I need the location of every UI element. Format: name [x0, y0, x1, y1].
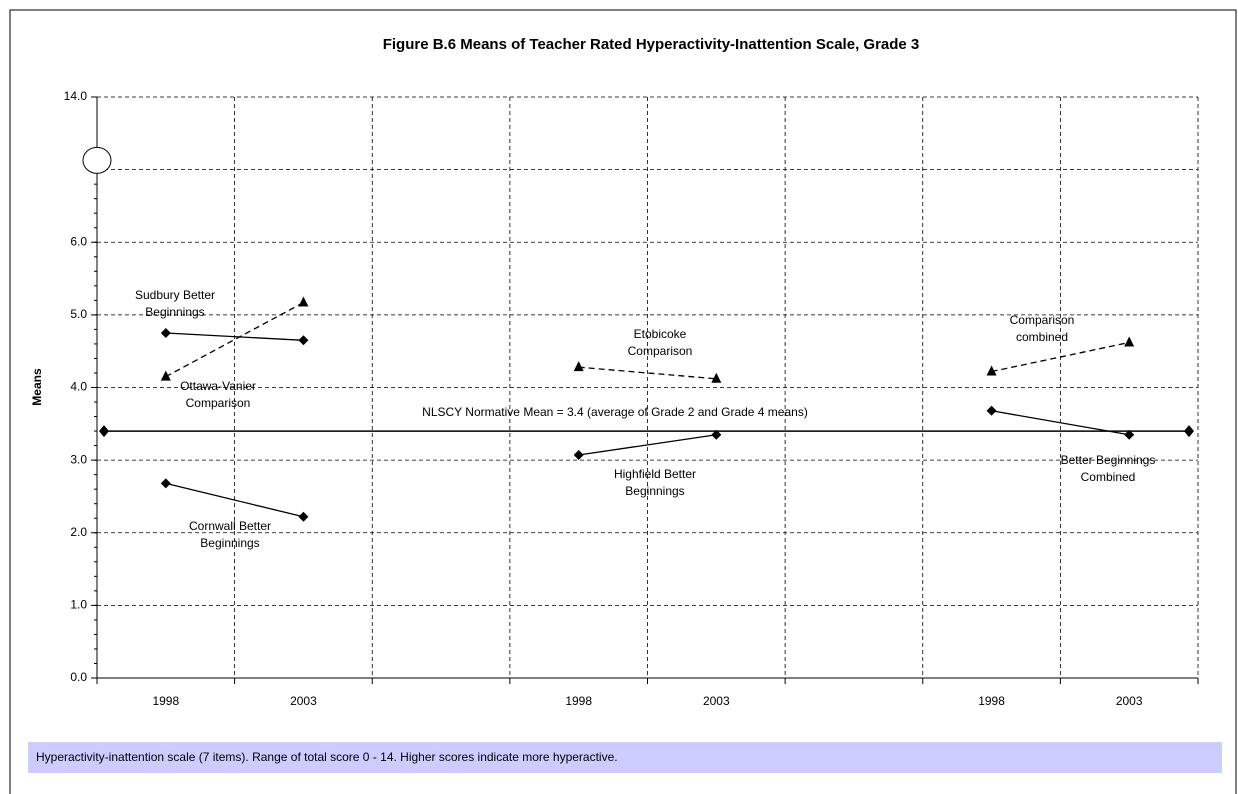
y-tick-label: 6.0 — [70, 234, 87, 248]
x-tick-label: 1998 — [152, 694, 179, 708]
series-annotation: Ottawa-Vanier Comparison — [180, 379, 256, 410]
chart-border — [9, 9, 1237, 794]
data-point — [1124, 429, 1135, 440]
y-tick-label: 5.0 — [70, 307, 87, 321]
data-point — [573, 361, 584, 372]
data-point — [160, 478, 171, 489]
reference-marker — [99, 425, 109, 438]
x-tick-label: 1998 — [978, 694, 1005, 708]
y-tick-label: 4.0 — [70, 380, 87, 394]
series-annotation: Cornwall Better Beginnings — [188, 519, 272, 550]
chart-title: Figure B.6 Means of Teacher Rated Hypera… — [383, 36, 920, 53]
x-tick-label: 1998 — [565, 694, 592, 708]
x-tick-label: 2003 — [703, 694, 730, 708]
y-tick-label: 2.0 — [70, 525, 87, 539]
y-axis-label: Means — [30, 368, 44, 406]
data-point — [711, 372, 722, 383]
series-annotation: Comparison combined — [1009, 313, 1075, 344]
series-annotation: Better Beginnings Combined — [1060, 453, 1156, 484]
axis-break — [82, 146, 112, 174]
data-point — [298, 335, 309, 346]
reference-marker — [1184, 425, 1194, 438]
data-point — [986, 405, 997, 416]
data-point — [298, 296, 309, 307]
footnote: Hyperactivity-inattention scale (7 items… — [28, 742, 1222, 773]
series-line — [165, 332, 304, 341]
x-tick-label: 2003 — [290, 694, 317, 708]
series-line — [165, 482, 304, 518]
data-point — [986, 365, 997, 376]
series-line — [165, 301, 304, 378]
y-tick-label: 0.0 — [70, 670, 87, 684]
reference-label: NLSCY Normative Mean = 3.4 (average of G… — [422, 405, 808, 419]
series-line — [578, 434, 717, 456]
data-point — [298, 511, 309, 522]
series-line — [991, 341, 1130, 373]
y-tick-label: 1.0 — [70, 598, 87, 612]
data-point — [711, 429, 722, 440]
series-line — [578, 366, 717, 380]
y-tick-label: 14.0 — [64, 89, 88, 103]
series-line — [991, 410, 1130, 436]
series-annotation: Sudbury Better Beginnings — [134, 288, 216, 319]
data-point — [160, 370, 171, 381]
series-annotation: Etobicoke Comparison — [627, 327, 693, 358]
y-tick-label: 3.0 — [70, 452, 87, 466]
data-point — [160, 328, 171, 339]
data-point — [573, 450, 584, 461]
data-point — [1124, 336, 1135, 347]
series-annotation: Highfield Better Beginnings — [613, 467, 697, 498]
x-tick-label: 2003 — [1116, 694, 1143, 708]
